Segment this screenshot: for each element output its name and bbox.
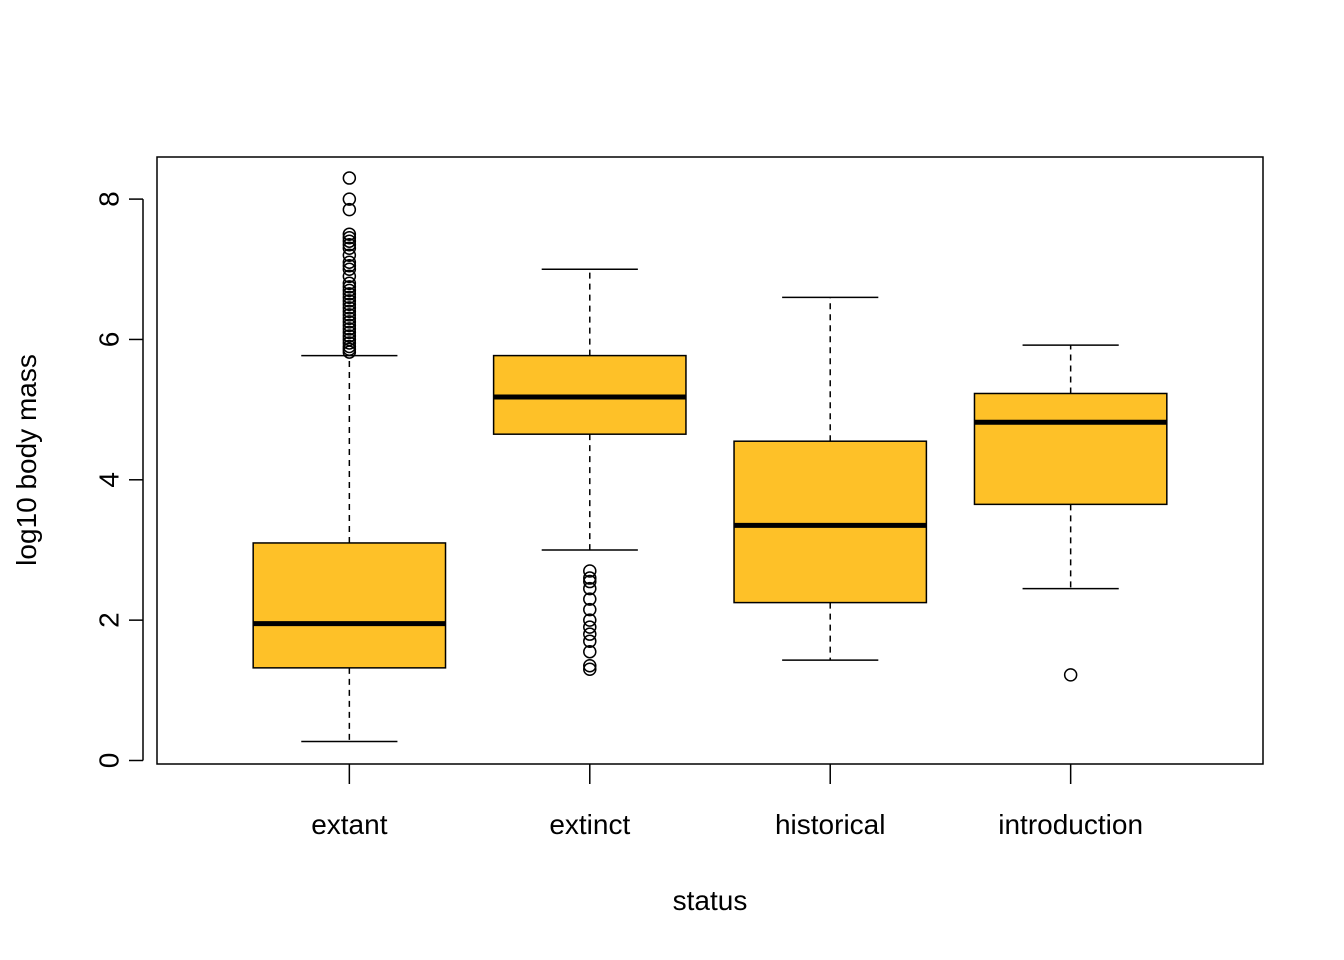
outlier-point xyxy=(583,571,597,585)
outlier-point xyxy=(342,248,357,262)
outlier-point xyxy=(342,230,357,245)
outlier-point xyxy=(342,301,357,315)
iqr-box xyxy=(973,392,1168,506)
outlier-point xyxy=(342,269,357,284)
outlier-point xyxy=(583,592,597,606)
iqr-box xyxy=(733,440,928,604)
outlier-point xyxy=(342,276,357,291)
box-group-extinct xyxy=(492,268,687,677)
outlier-point xyxy=(342,280,357,294)
outlier-point xyxy=(583,602,597,617)
box-group-historical xyxy=(733,296,928,661)
y-tick-label: 2 xyxy=(94,612,125,628)
x-tick-label-historical: historical xyxy=(775,809,885,840)
outlier-point xyxy=(583,634,597,648)
outlier-point xyxy=(1063,668,1078,682)
outlier-point xyxy=(583,620,597,634)
outlier-point xyxy=(342,329,357,343)
y-tick-label: 0 xyxy=(94,753,125,769)
outlier-point xyxy=(583,627,597,641)
plot-frame xyxy=(156,156,1264,765)
outlier-point xyxy=(342,308,357,322)
y-tick-label: 8 xyxy=(94,191,125,207)
x-tick-label-extinct: extinct xyxy=(549,809,630,840)
y-tick-label: 6 xyxy=(94,332,125,348)
x-tick-label-introduction: introduction xyxy=(998,809,1143,840)
outlier-point xyxy=(342,255,357,270)
outlier-point xyxy=(342,297,357,312)
outlier-point xyxy=(342,318,357,333)
outlier-point xyxy=(583,613,597,627)
boxes-layer xyxy=(252,171,1168,743)
outlier-point xyxy=(583,659,597,673)
outlier-point xyxy=(342,287,357,301)
outlier-point xyxy=(583,662,597,677)
outlier-point xyxy=(583,581,597,596)
outlier-point xyxy=(342,234,357,248)
iqr-box xyxy=(252,542,447,669)
outlier-point xyxy=(342,262,357,277)
outlier-point xyxy=(342,315,357,329)
box-group-extant xyxy=(252,171,447,743)
outlier-point xyxy=(342,322,357,336)
outlier-point xyxy=(342,192,357,206)
outlier-point xyxy=(342,339,357,354)
box-group-introduction xyxy=(973,344,1168,682)
x-axis-title: status xyxy=(673,885,748,916)
outlier-point xyxy=(342,227,357,241)
outlier-point xyxy=(342,241,357,255)
outlier-point xyxy=(583,574,597,589)
outlier-point xyxy=(342,304,357,319)
y-axis: 0 2 4 6 8 xyxy=(94,191,144,768)
outlier-point xyxy=(342,336,357,350)
outlier-point xyxy=(342,325,357,340)
y-tick-label: 4 xyxy=(94,472,125,488)
outlier-point xyxy=(342,290,357,305)
outlier-point xyxy=(342,294,357,308)
outlier-point xyxy=(342,259,357,273)
outlier-point xyxy=(342,237,357,252)
outlier-point xyxy=(342,332,357,347)
outlier-point xyxy=(342,202,357,217)
x-tick-label-extant: extant xyxy=(311,809,387,840)
outlier-point xyxy=(342,171,357,185)
x-axis: extant extinct historical introduction xyxy=(311,764,1143,840)
y-axis-title: log10 body mass xyxy=(11,354,42,566)
outlier-point xyxy=(583,644,597,659)
outlier-point xyxy=(342,311,357,326)
outlier-point xyxy=(342,283,357,298)
outlier-point xyxy=(583,564,597,578)
